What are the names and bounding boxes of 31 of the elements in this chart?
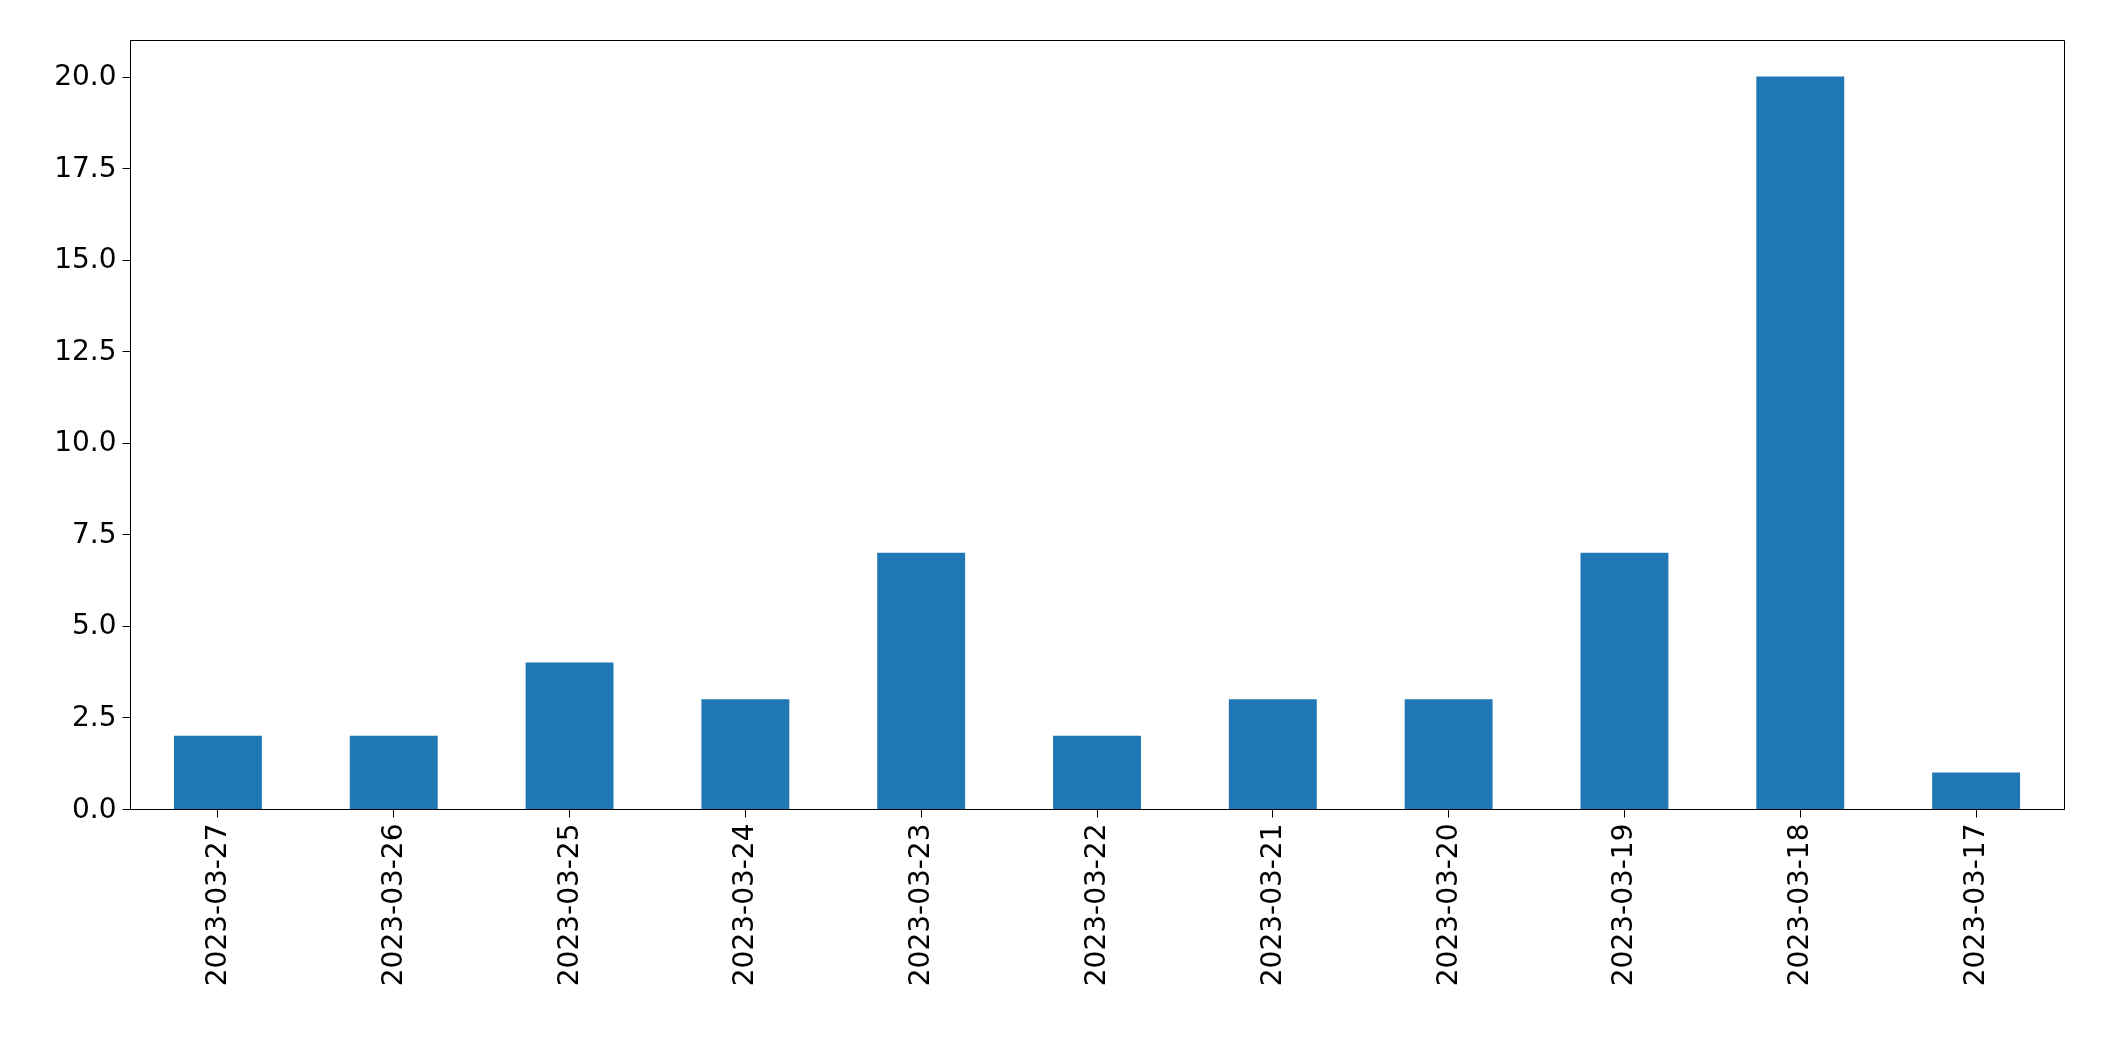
- x-tick-label: 2023-03-19: [1606, 823, 1640, 987]
- x-tick-label: 2023-03-20: [1430, 823, 1464, 987]
- y-tick-label: 20.0: [54, 59, 117, 93]
- bar: [1756, 76, 1845, 809]
- x-tick-label: 2023-03-24: [727, 823, 761, 987]
- x-tick-label: 2023-03-25: [551, 823, 585, 987]
- bar: [1932, 772, 2021, 809]
- y-tick-label: 7.5: [71, 516, 117, 550]
- y-tick-label: 0.0: [71, 791, 117, 825]
- x-tick-label: 2023-03-22: [1079, 823, 1112, 987]
- bar: [349, 735, 438, 809]
- x-tick-label: 2023-03-21: [1254, 823, 1288, 987]
- bar: [1580, 552, 1669, 809]
- bar: [701, 699, 790, 809]
- bar: [173, 735, 262, 809]
- y-tick-label: 17.5: [54, 150, 117, 184]
- y-tick-label: 5.0: [71, 608, 117, 642]
- y-tick-label: 10.0: [54, 425, 117, 459]
- x-tick-label: 2023-03-27: [199, 823, 233, 987]
- y-tick-label: 2.5: [71, 699, 117, 733]
- x-tick-label: 2023-03-18: [1782, 823, 1816, 987]
- y-tick-label: 15.0: [54, 242, 117, 276]
- y-tick-label: 12.5: [54, 333, 117, 367]
- x-tick-label: 2023-03-26: [375, 823, 409, 987]
- bar: [1228, 699, 1317, 809]
- bar: [1053, 735, 1141, 809]
- bar: [877, 552, 966, 809]
- bar: [525, 662, 614, 809]
- x-tick-label: 2023-03-23: [903, 823, 937, 987]
- bar: [1404, 699, 1493, 809]
- x-tick-label: 2023-03-17: [1958, 823, 1992, 987]
